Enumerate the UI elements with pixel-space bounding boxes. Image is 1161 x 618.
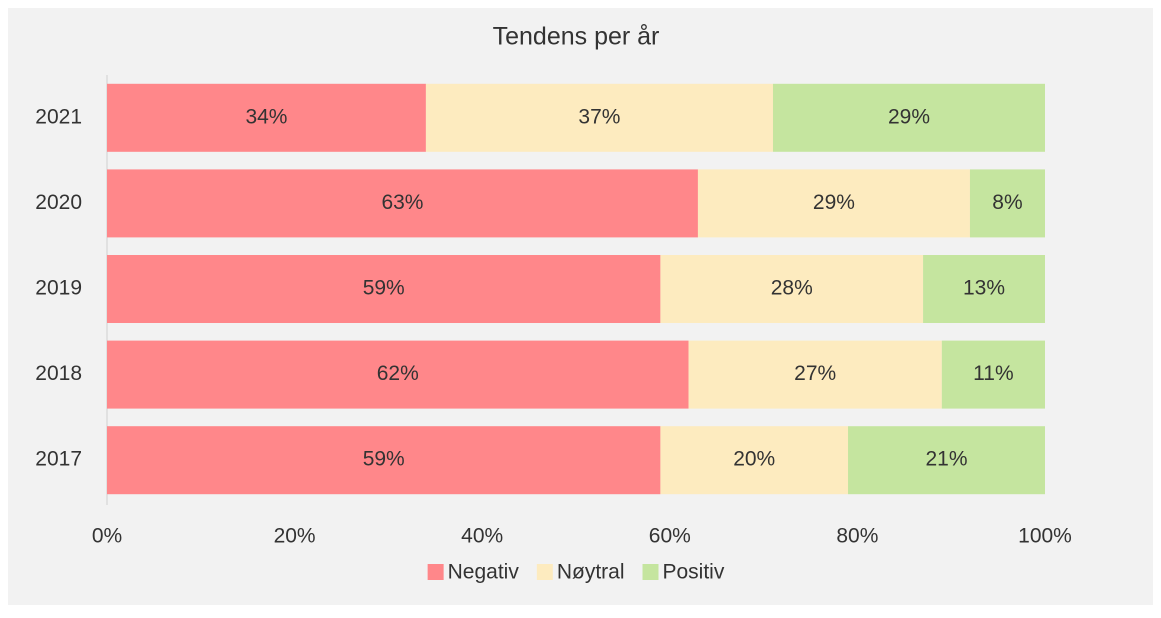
legend-swatch xyxy=(536,564,553,580)
legend-swatch xyxy=(642,564,659,580)
data-label: 28% xyxy=(771,277,813,300)
bar-segment xyxy=(107,255,661,323)
y-tick-label: 2019 xyxy=(35,277,82,300)
data-label: 29% xyxy=(888,105,930,128)
data-label: 29% xyxy=(813,191,855,214)
x-tick-label: 60% xyxy=(649,525,691,548)
data-label: 62% xyxy=(377,362,419,385)
bar-segment xyxy=(848,426,1045,495)
bar-segment xyxy=(688,340,942,409)
legend-label: Nøytral xyxy=(557,561,625,584)
legend-label: Negativ xyxy=(448,561,520,584)
legend-label: Positiv xyxy=(663,561,725,584)
chart-title: Tendens per år xyxy=(493,23,660,51)
y-tick-label: 2021 xyxy=(35,105,82,128)
data-label: 21% xyxy=(925,448,967,471)
data-label: 11% xyxy=(973,362,1013,385)
data-label: 8% xyxy=(992,191,1022,214)
data-label: 13% xyxy=(963,277,1005,300)
bar-segment xyxy=(969,169,1045,238)
bar-segment xyxy=(107,340,689,409)
bar-segment xyxy=(107,83,426,152)
data-label: 20% xyxy=(733,448,775,471)
data-label: 59% xyxy=(363,448,405,471)
data-label: 59% xyxy=(363,277,405,300)
y-tick-label: 2020 xyxy=(35,191,82,214)
data-label: 27% xyxy=(794,362,836,385)
legend-swatch xyxy=(427,564,444,580)
bar-segment xyxy=(772,83,1045,152)
bar-segment xyxy=(660,426,849,495)
data-label: 37% xyxy=(578,105,620,128)
bar-segment xyxy=(660,255,924,323)
x-tick-label: 100% xyxy=(1018,525,1072,548)
x-tick-label: 0% xyxy=(92,525,122,548)
bar-segment xyxy=(697,169,970,238)
data-label: 63% xyxy=(381,191,423,214)
bar-segment xyxy=(107,426,661,495)
bar-segment xyxy=(425,83,773,152)
bar-segment xyxy=(941,340,1045,409)
bar-segment xyxy=(923,255,1045,323)
x-tick-label: 80% xyxy=(836,525,878,548)
y-tick-label: 2017 xyxy=(35,448,82,471)
x-tick-label: 20% xyxy=(274,525,316,548)
data-label: 34% xyxy=(245,105,287,128)
bar-segment xyxy=(107,169,698,238)
y-tick-label: 2018 xyxy=(35,362,82,385)
x-tick-label: 40% xyxy=(461,525,503,548)
